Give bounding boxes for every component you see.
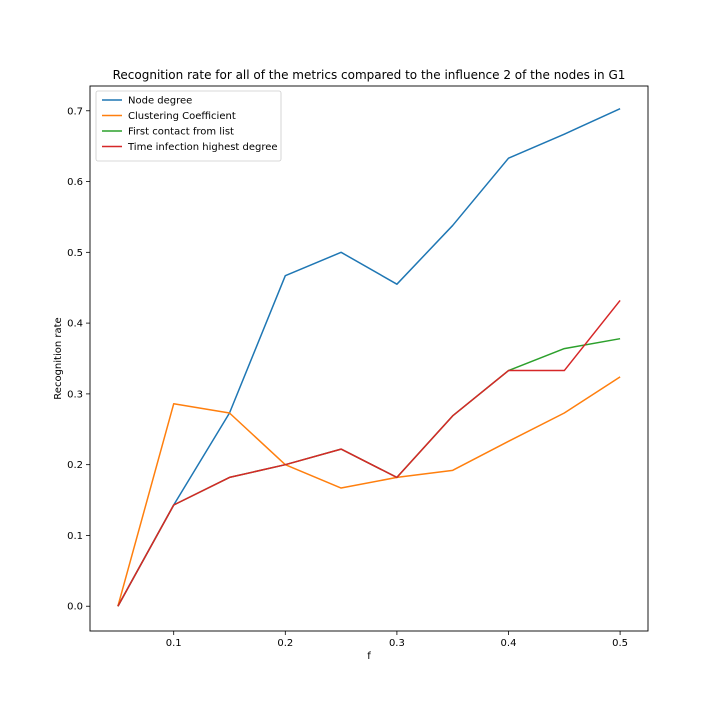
legend-box [95,90,282,162]
legend-entry-label: Node degree [128,96,192,107]
legend-entry-label: First contact from list [128,127,234,138]
y-tick-label: 0.4 [67,319,83,330]
legend: Node degree Clustering Coefficient First c… [95,90,282,162]
x-tick-label: 0.4 [501,638,517,649]
plot-frame [89,85,649,632]
x-tick-label: 0.2 [277,638,293,649]
y-tick-label: 0.0 [67,602,83,613]
x-tick-label: 0.5 [612,638,628,649]
y-axis-ticks: 0.0 0.1 0.2 0.3 0.4 0.5 0.6 0.7 [67,106,90,613]
x-axis-ticks: 0.1 0.2 0.3 0.4 0.5 [166,631,628,649]
y-tick-label: 0.6 [67,177,83,188]
y-tick-label: 0.7 [67,106,83,117]
legend-entry-label: Time infection highest degree [127,142,278,153]
y-tick-label: 0.1 [67,531,83,542]
y-tick-label: 0.2 [67,460,83,471]
y-tick-label: 0.5 [67,248,83,259]
series-line-node-degree [117,107,621,607]
series-line-time-infection-highest-degree [117,299,621,607]
series-layer [117,107,621,607]
x-tick-label: 0.3 [389,638,405,649]
chart-title: Recognition rate for all of the metrics … [113,68,626,82]
y-axis-label: Recognition rate [53,317,64,399]
x-axis-label: f [367,651,371,662]
y-tick-label: 0.3 [67,389,83,400]
x-tick-label: 0.1 [166,638,182,649]
series-line-clustering-coefficient [117,376,621,607]
legend-entry-label: Clustering Coefficient [128,111,236,122]
